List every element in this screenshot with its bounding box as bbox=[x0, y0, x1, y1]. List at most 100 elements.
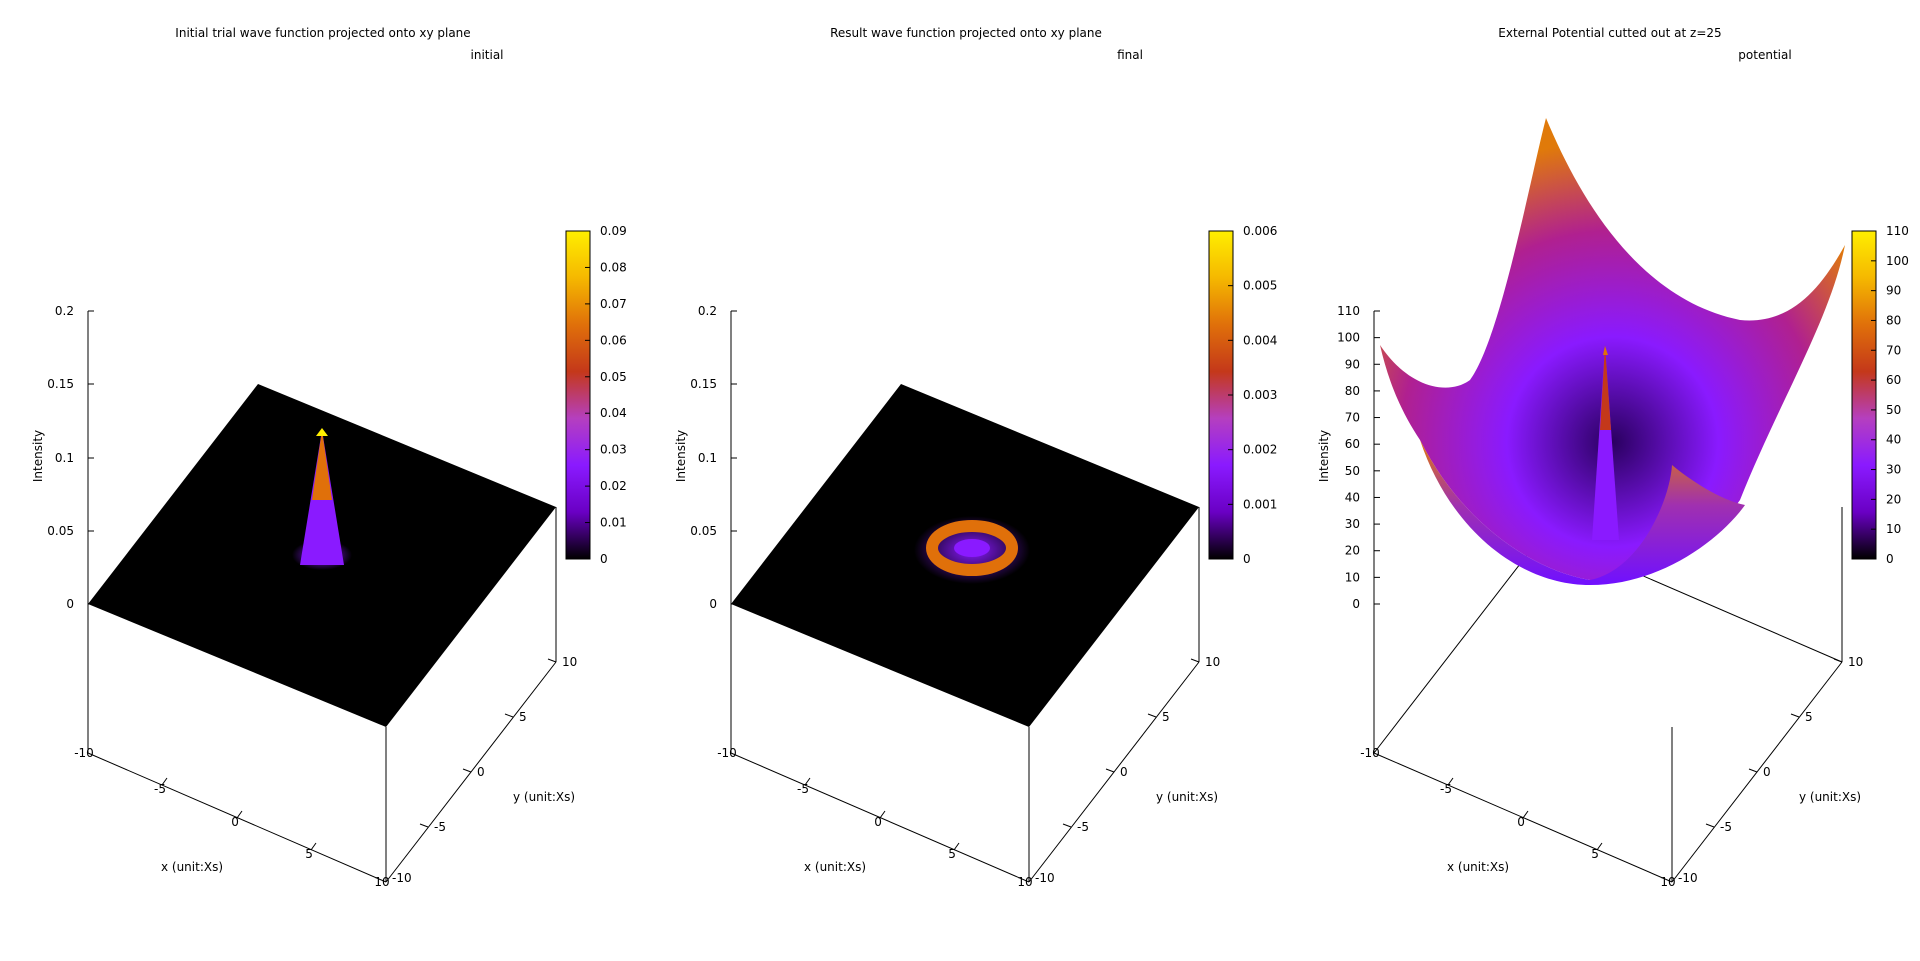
y-tick-label: 5 bbox=[1805, 710, 1813, 724]
z-tick-label: 0 bbox=[709, 597, 717, 611]
colorbar-tick-label: 80 bbox=[1886, 313, 1901, 327]
colorbar-tick-label: 0.05 bbox=[600, 370, 627, 384]
z-tick-label: 110 bbox=[1337, 304, 1360, 318]
y-tick-label: 10 bbox=[562, 655, 577, 669]
colorbar-tick-label: 30 bbox=[1886, 463, 1901, 477]
z-axis-label: Intensity bbox=[674, 430, 688, 482]
x-tick-label: -5 bbox=[797, 782, 809, 796]
y-tick-label: -5 bbox=[434, 820, 446, 834]
surface-peak bbox=[292, 428, 352, 570]
y-tick-label: 5 bbox=[1162, 710, 1170, 724]
x-axis: -10 -5 0 5 10 x (unit:Xs) bbox=[74, 746, 389, 889]
colorbar: 0 10 20 30 40 50 60 70 80 90 100 110 bbox=[1851, 224, 1909, 566]
colorbar-tick-label: 0 bbox=[1243, 552, 1251, 566]
chart-title: External Potential cutted out at z=25 bbox=[1498, 26, 1721, 40]
z-tick-label: 0 bbox=[1352, 597, 1360, 611]
colorbar-tick-label: 0.03 bbox=[600, 443, 627, 457]
colorbar-tick-label: 0.04 bbox=[600, 406, 627, 420]
bowl-center-spike bbox=[1592, 345, 1619, 540]
y-axis-label: y (unit:Xs) bbox=[513, 790, 575, 804]
z-tick-label: 90 bbox=[1345, 357, 1360, 371]
y-axis-label: y (unit:Xs) bbox=[1156, 790, 1218, 804]
y-tick-label: -10 bbox=[1678, 871, 1698, 885]
colorbar-tick-label: 60 bbox=[1886, 373, 1901, 387]
z-tick-label: 0.2 bbox=[55, 304, 74, 318]
legend-entry: final bbox=[1117, 48, 1143, 62]
chart-title: Initial trial wave function projected on… bbox=[175, 26, 470, 40]
x-tick-label: -5 bbox=[1440, 782, 1452, 796]
x-tick-label: 0 bbox=[874, 815, 882, 829]
z-tick-label: 70 bbox=[1345, 411, 1360, 425]
colorbar-gradient bbox=[1851, 230, 1877, 560]
x-tick-label: 10 bbox=[374, 875, 389, 889]
surface-ring bbox=[914, 516, 1030, 584]
z-axis-label: Intensity bbox=[1317, 430, 1331, 482]
z-tick-label: 100 bbox=[1337, 331, 1360, 345]
z-axis: 0 10 20 30 40 50 60 70 80 90 100 110 Intensity bbox=[1317, 304, 1380, 611]
z-ticks: 0 10 20 30 40 50 60 70 80 90 100 110 bbox=[1337, 304, 1380, 611]
chart-panel-potential: External Potential cutted out at z=25 po… bbox=[1317, 26, 1909, 889]
colorbar-tick-label: 0 bbox=[600, 552, 608, 566]
y-axis: -10 -5 0 5 10 y (unit:Xs) bbox=[392, 655, 577, 885]
y-tick-label: 0 bbox=[1763, 765, 1771, 779]
chart-panel-final: Result wave function projected onto xy p… bbox=[674, 26, 1277, 889]
colorbar-tick-label: 50 bbox=[1886, 403, 1901, 417]
colorbar-tick-label: 110 bbox=[1886, 224, 1909, 238]
z-ticks: 0 0.05 0.1 0.15 0.2 bbox=[47, 304, 94, 611]
legend-entry: initial bbox=[471, 48, 504, 62]
x-axis-label: x (unit:Xs) bbox=[804, 860, 866, 874]
colorbar-tick-label: 40 bbox=[1886, 433, 1901, 447]
colorbar-tick-label: 100 bbox=[1886, 254, 1909, 268]
x-tick-label: 5 bbox=[1591, 847, 1599, 861]
z-tick-label: 20 bbox=[1345, 544, 1360, 558]
colorbar-ticks: 0 10 20 30 40 50 60 70 80 90 100 110 bbox=[1871, 224, 1909, 566]
z-tick-label: 0.15 bbox=[690, 377, 717, 391]
y-tick-label: 0 bbox=[477, 765, 485, 779]
x-tick-label: -10 bbox=[717, 746, 737, 760]
z-tick-label: 60 bbox=[1345, 437, 1360, 451]
x-tick-label: -5 bbox=[154, 782, 166, 796]
colorbar-tick-label: 0.06 bbox=[600, 333, 627, 347]
colorbar-tick-label: 0.006 bbox=[1243, 224, 1277, 238]
z-tick-label: 80 bbox=[1345, 384, 1360, 398]
y-tick-label: -10 bbox=[1035, 871, 1055, 885]
z-tick-label: 40 bbox=[1345, 490, 1360, 504]
bowl-back-surface bbox=[1380, 118, 1845, 581]
bowl-front-surface bbox=[1420, 440, 1745, 585]
colorbar-tick-label: 0.01 bbox=[600, 516, 627, 530]
z-tick-label: 0.05 bbox=[690, 524, 717, 538]
colorbar-ticks: 0 0.001 0.002 0.003 0.004 0.005 0.006 bbox=[1228, 224, 1277, 566]
x-tick-label: -10 bbox=[74, 746, 94, 760]
chart-title: Result wave function projected onto xy p… bbox=[830, 26, 1102, 40]
x-axis: -10 -5 0 5 10 x (unit:Xs) bbox=[717, 746, 1032, 889]
colorbar-tick-label: 0.002 bbox=[1243, 443, 1277, 457]
colorbar-gradient bbox=[565, 230, 591, 560]
y-tick-label: 10 bbox=[1205, 655, 1220, 669]
z-tick-label: 0.1 bbox=[698, 451, 717, 465]
colorbar-tick-label: 10 bbox=[1886, 522, 1901, 536]
z-tick-label: 10 bbox=[1345, 570, 1360, 584]
colorbar-tick-label: 0 bbox=[1886, 552, 1894, 566]
colorbar-tick-label: 0.005 bbox=[1243, 279, 1277, 293]
z-tick-label: 0.1 bbox=[55, 451, 74, 465]
y-axis: -10 -5 0 5 10 y (unit:Xs) bbox=[1035, 655, 1220, 885]
x-tick-label: 0 bbox=[231, 815, 239, 829]
y-tick-label: 5 bbox=[519, 710, 527, 724]
x-tick-label: 10 bbox=[1017, 875, 1032, 889]
chart-panel-initial: Initial trial wave function projected on… bbox=[31, 26, 627, 889]
z-axis: 0 0.05 0.1 0.15 0.2 Intensity bbox=[674, 304, 737, 611]
x-tick-label: 0 bbox=[1517, 815, 1525, 829]
z-tick-label: 30 bbox=[1345, 517, 1360, 531]
x-tick-label: -10 bbox=[1360, 746, 1380, 760]
colorbar-tick-label: 0.001 bbox=[1243, 497, 1277, 511]
colorbar-tick-label: 0.004 bbox=[1243, 333, 1277, 347]
z-tick-label: 0.2 bbox=[698, 304, 717, 318]
colorbar: 0 0.01 0.02 0.03 0.04 0.05 0.06 0.07 0.08 0.09 bbox=[565, 224, 627, 566]
z-tick-label: 0 bbox=[66, 597, 74, 611]
colorbar-tick-label: 70 bbox=[1886, 343, 1901, 357]
colorbar: 0 0.001 0.002 0.003 0.004 0.005 0.006 bbox=[1208, 224, 1277, 566]
y-axis-label: y (unit:Xs) bbox=[1799, 790, 1861, 804]
y-tick-label: 10 bbox=[1848, 655, 1863, 669]
colorbar-tick-label: 0.003 bbox=[1243, 388, 1277, 402]
